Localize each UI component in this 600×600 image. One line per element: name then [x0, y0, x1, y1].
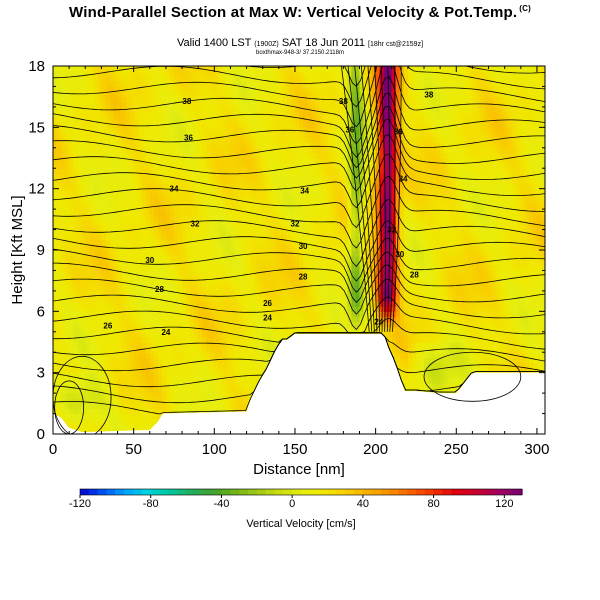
y-tick-label: 18 — [28, 58, 45, 75]
theta-contour-line — [53, 198, 545, 268]
contour-label: 36 — [345, 125, 354, 134]
contour-label: 30 — [299, 242, 308, 251]
x-tick-label: 100 — [202, 441, 227, 458]
colorbar: -120 -80 -40 0 40 80 120 Vertical Velocity [cm/… — [69, 488, 523, 530]
x-tick-label: 250 — [444, 441, 469, 458]
theta-contour-line — [53, 296, 545, 335]
theta-contour-line — [53, 317, 545, 350]
y-axis-title: Height [Kft MSL] — [9, 195, 26, 304]
x-tick-label: 50 — [125, 441, 142, 458]
x-tick-label: 150 — [282, 441, 307, 458]
theta-contour-line — [53, 252, 545, 304]
contour-label: 38 — [424, 91, 433, 100]
contour-label: 34 — [170, 185, 179, 194]
colorbar-tick-label: 0 — [289, 498, 295, 510]
y-tick-label: 9 — [37, 242, 45, 259]
contour-label: 28 — [155, 285, 164, 294]
theta-contour-line — [53, 66, 545, 108]
contour-label: 26 — [263, 299, 272, 308]
contour-label: 28 — [410, 271, 419, 280]
y-tick-label: 0 — [37, 426, 45, 443]
theta-contour-line — [374, 66, 383, 332]
contour-label: 32 — [191, 219, 200, 228]
theta-contour-line — [53, 237, 545, 293]
theta-contour-line — [354, 66, 375, 332]
contour-label: 34 — [300, 187, 309, 196]
x-axis-title: Distance [nm] — [253, 461, 345, 478]
theta-contour-line — [53, 76, 545, 158]
theta-contour-line — [53, 134, 545, 209]
theta-contour-line — [367, 66, 380, 332]
contour-label: 32 — [387, 226, 396, 235]
theta-contour-line — [386, 66, 391, 332]
theta-contour-line — [360, 66, 378, 332]
theta-contour-line — [389, 66, 396, 332]
theta-contour-line — [53, 66, 545, 128]
colorbar-tick-label: -120 — [69, 498, 91, 510]
theta-contour-line — [53, 105, 545, 179]
colorbar-tick-label: 40 — [357, 498, 369, 510]
theta-contour-line — [53, 118, 545, 192]
theta-contour-line — [53, 355, 112, 434]
theta-contour-line — [53, 264, 545, 315]
colorbar-tick-label: 80 — [427, 498, 439, 510]
chart-valid-time: Valid 1400 LST (1900Z) SAT 18 Jun 2011 [… — [176, 37, 424, 49]
contour-label: 34 — [399, 174, 408, 183]
theta-contour-line — [53, 153, 545, 229]
theta-contour-line — [392, 66, 402, 332]
chart-title: Wind-Parallel Section at Max W: Vertical… — [68, 4, 531, 21]
y-tick-label: 3 — [37, 365, 45, 382]
contour-label: 30 — [395, 250, 404, 259]
contour-label: 36 — [394, 127, 403, 136]
contour-label: 28 — [299, 273, 308, 282]
colorbar-title: Vertical Velocity [cm/s] — [246, 518, 355, 530]
contour-label: 26 — [103, 322, 112, 331]
chart-subtitle: boxthmax-948-3/ 37.2150.2118m — [256, 50, 344, 56]
velocity-field — [53, 66, 545, 434]
contour-label: 32 — [291, 219, 300, 228]
x-tick-label: 300 — [524, 441, 549, 458]
x-tick-label: 0 — [49, 441, 57, 458]
y-tick-label: 6 — [37, 303, 45, 320]
contour-label: 24 — [161, 328, 170, 337]
contour-label: 36 — [184, 134, 193, 143]
theta-contour-line — [423, 351, 522, 402]
terrain — [53, 333, 545, 434]
contour-label: 30 — [145, 256, 154, 265]
x-tick-label: 200 — [363, 441, 388, 458]
theta-contour-line — [380, 66, 386, 332]
theta-contour-line — [341, 66, 370, 332]
theta-contour-line — [53, 220, 545, 282]
colorbar-tick-label: -80 — [143, 498, 159, 510]
y-tick-label: 15 — [28, 119, 45, 136]
contour-label: 24 — [374, 318, 383, 327]
colorbar-tick-label: -40 — [213, 498, 229, 510]
theta-contours — [53, 66, 545, 434]
theta-contour-line — [53, 66, 545, 145]
contour-label: 38 — [339, 97, 348, 106]
theta-contour-line — [53, 175, 545, 249]
theta-contour-line — [347, 66, 373, 332]
theta-contour-line — [53, 278, 545, 331]
theta-contour-line — [53, 92, 545, 169]
colorbar-tick-label: 120 — [495, 498, 513, 510]
contour-label: 24 — [263, 313, 272, 322]
contour-label: 38 — [182, 97, 191, 106]
y-tick-label: 12 — [28, 181, 45, 198]
